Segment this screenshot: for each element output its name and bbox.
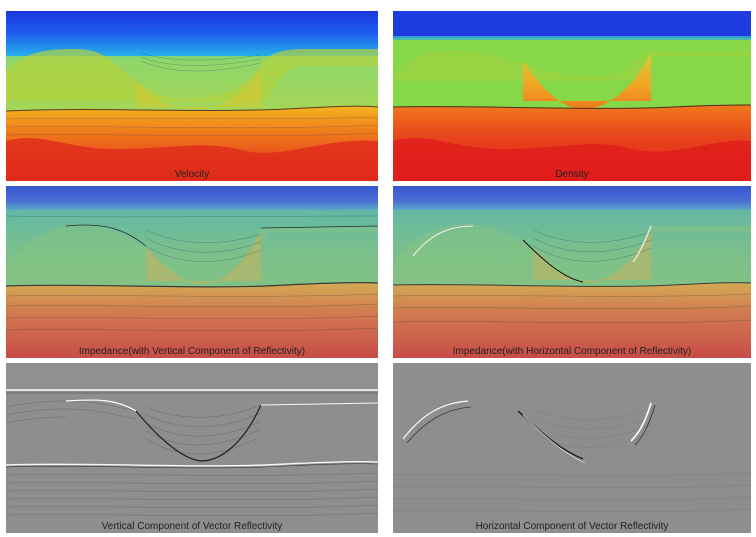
impedance-vertical-panel: Impedance(with Vertical Component of Ref… <box>6 186 378 358</box>
velocity-panel: Velocity <box>6 11 378 181</box>
impedance-vertical-image <box>6 186 378 358</box>
vertical-reflectivity-caption: Vertical Component of Vector Reflectivit… <box>101 521 283 532</box>
velocity-model-image <box>6 11 378 181</box>
horizontal-reflectivity-image <box>393 363 751 533</box>
impedance-horizontal-image <box>393 186 751 358</box>
horizontal-reflectivity-panel: Horizontal Component of Vector Reflectiv… <box>393 363 751 533</box>
density-model-image <box>393 11 751 181</box>
impedance-vertical-caption: Impedance(with Vertical Component of Ref… <box>78 346 306 357</box>
velocity-caption: Velocity <box>174 169 210 180</box>
density-caption: Density <box>555 169 589 180</box>
vertical-reflectivity-image <box>6 363 378 533</box>
impedance-horizontal-panel: Impedance(with Horizontal Component of R… <box>393 186 751 358</box>
vertical-reflectivity-panel: Vertical Component of Vector Reflectivit… <box>6 363 378 533</box>
horizontal-reflectivity-caption: Horizontal Component of Vector Reflectiv… <box>475 521 669 532</box>
impedance-horizontal-caption: Impedance(with Horizontal Component of R… <box>452 346 692 357</box>
density-panel: Density <box>393 11 751 181</box>
